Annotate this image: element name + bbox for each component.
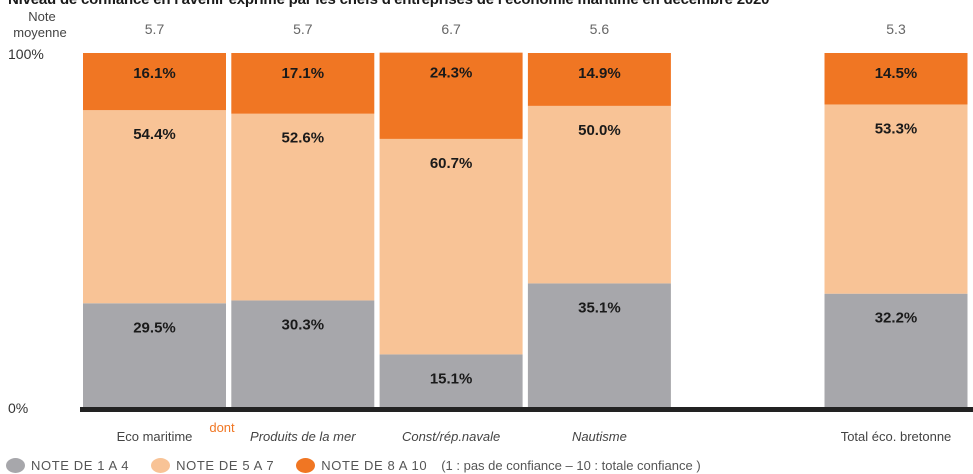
data-label-high-4: 14.5% [875, 65, 918, 82]
data-label-mid-2: 60.7% [430, 155, 473, 172]
data-label-mid-4: 53.3% [875, 120, 918, 137]
x-tick-label-0: Eco maritime [117, 429, 193, 444]
bar-low-4 [824, 293, 968, 408]
dont-annotation: dont [209, 420, 235, 435]
data-label-high-2: 24.3% [430, 65, 473, 82]
bar-low-0 [83, 303, 226, 408]
x-tick-label-4: Total éco. bretonne [841, 429, 952, 444]
bar-mid-3 [527, 105, 671, 284]
legend-label-mid: NOTE DE 5 A 7 [176, 457, 275, 473]
legend-label-high: NOTE DE 8 A 10 [321, 457, 428, 473]
data-label-low-2: 15.1% [430, 370, 473, 387]
legend-item-low: NOTE DE 1 A 4 [6, 457, 130, 473]
x-tick-label-3: Nautisme [572, 429, 627, 444]
bar-low-3 [527, 283, 671, 408]
mean-header-line-2: moyenne [13, 25, 66, 40]
legend-item-high: NOTE DE 8 A 10 [296, 457, 428, 473]
data-label-low-3: 35.1% [578, 299, 621, 316]
data-label-low-0: 29.5% [133, 319, 176, 336]
bar-high-3 [527, 53, 671, 106]
data-label-high-3: 14.9% [578, 65, 621, 82]
bar-mid-2 [379, 138, 523, 355]
legend-swatch-low [6, 457, 25, 473]
bar-high-4 [824, 53, 968, 105]
bar-high-1 [231, 53, 375, 114]
data-label-mid-3: 50.0% [578, 122, 621, 139]
legend-swatch-mid [151, 457, 171, 473]
mean-header-line-1: Note [28, 9, 55, 24]
bar-high-2 [379, 52, 523, 139]
data-label-high-1: 17.1% [282, 65, 325, 82]
mean-score-3: 5.6 [590, 21, 610, 37]
chart-title: Niveau de confiance en l'avenir exprimé … [8, 0, 770, 8]
bar-mid-1 [231, 113, 375, 301]
legend: NOTE DE 1 A 4 NOTE DE 5 A 7 NOTE DE 8 A … [6, 456, 701, 474]
bar-mid-0 [83, 110, 226, 304]
legend-scale-note: (1 : pas de confiance – 10 : totale conf… [441, 457, 701, 473]
legend-swatch-high [296, 457, 316, 473]
bar-low-2 [379, 354, 523, 408]
bar-low-1 [231, 300, 375, 408]
mean-score-0: 5.7 [145, 21, 165, 37]
data-label-high-0: 16.1% [133, 65, 176, 82]
bar-mid-4 [824, 104, 968, 294]
y-tick-label-0: 0% [8, 400, 28, 416]
data-label-mid-1: 52.6% [282, 130, 325, 147]
bar-high-0 [83, 53, 226, 111]
mean-score-1: 5.7 [293, 21, 313, 37]
mean-score-4: 5.3 [886, 21, 906, 37]
legend-label-low: NOTE DE 1 A 4 [31, 457, 130, 473]
x-axis-baseline [80, 407, 973, 412]
mean-score-2: 6.7 [441, 21, 461, 37]
x-tick-label-1: Produits de la mer [250, 429, 356, 444]
x-tick-label-2: Const/rép.navale [402, 429, 500, 444]
legend-item-mid: NOTE DE 5 A 7 [151, 457, 275, 473]
data-label-low-1: 30.3% [282, 316, 325, 333]
y-tick-label-100: 100% [8, 46, 44, 62]
data-label-low-4: 32.2% [875, 310, 918, 327]
data-label-mid-0: 54.4% [133, 126, 176, 143]
